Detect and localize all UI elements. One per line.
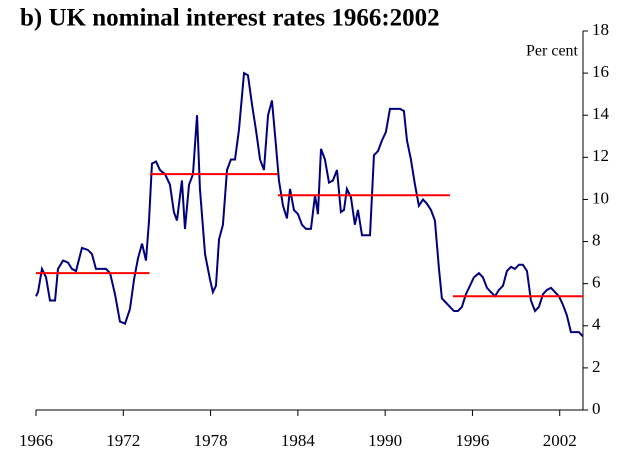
y-tick-label: 2 xyxy=(592,357,601,376)
chart-title: b) UK nominal interest rates 1966:2002 xyxy=(20,5,440,32)
y-tick-label: 14 xyxy=(592,104,610,123)
x-tick-label: 1972 xyxy=(106,431,140,450)
y-tick-label: 16 xyxy=(592,62,609,81)
x-tick-label: 1996 xyxy=(455,431,489,450)
y-tick-label: 4 xyxy=(592,315,601,334)
y-tick-label: 6 xyxy=(592,273,601,292)
y-tick-label: 0 xyxy=(592,399,601,418)
y-axis-label: Per cent xyxy=(526,43,579,60)
y-tick-label: 8 xyxy=(592,230,601,249)
x-tick-label: 2002 xyxy=(543,431,577,450)
x-tick-label: 1990 xyxy=(368,431,402,450)
y-tick-label: 12 xyxy=(592,146,609,165)
x-tick-label: 1978 xyxy=(194,431,228,450)
x-tick-label: 1966 xyxy=(19,431,53,450)
y-tick-label: 18 xyxy=(592,20,609,39)
x-tick-label: 1984 xyxy=(281,431,316,450)
y-tick-label: 10 xyxy=(592,188,609,207)
